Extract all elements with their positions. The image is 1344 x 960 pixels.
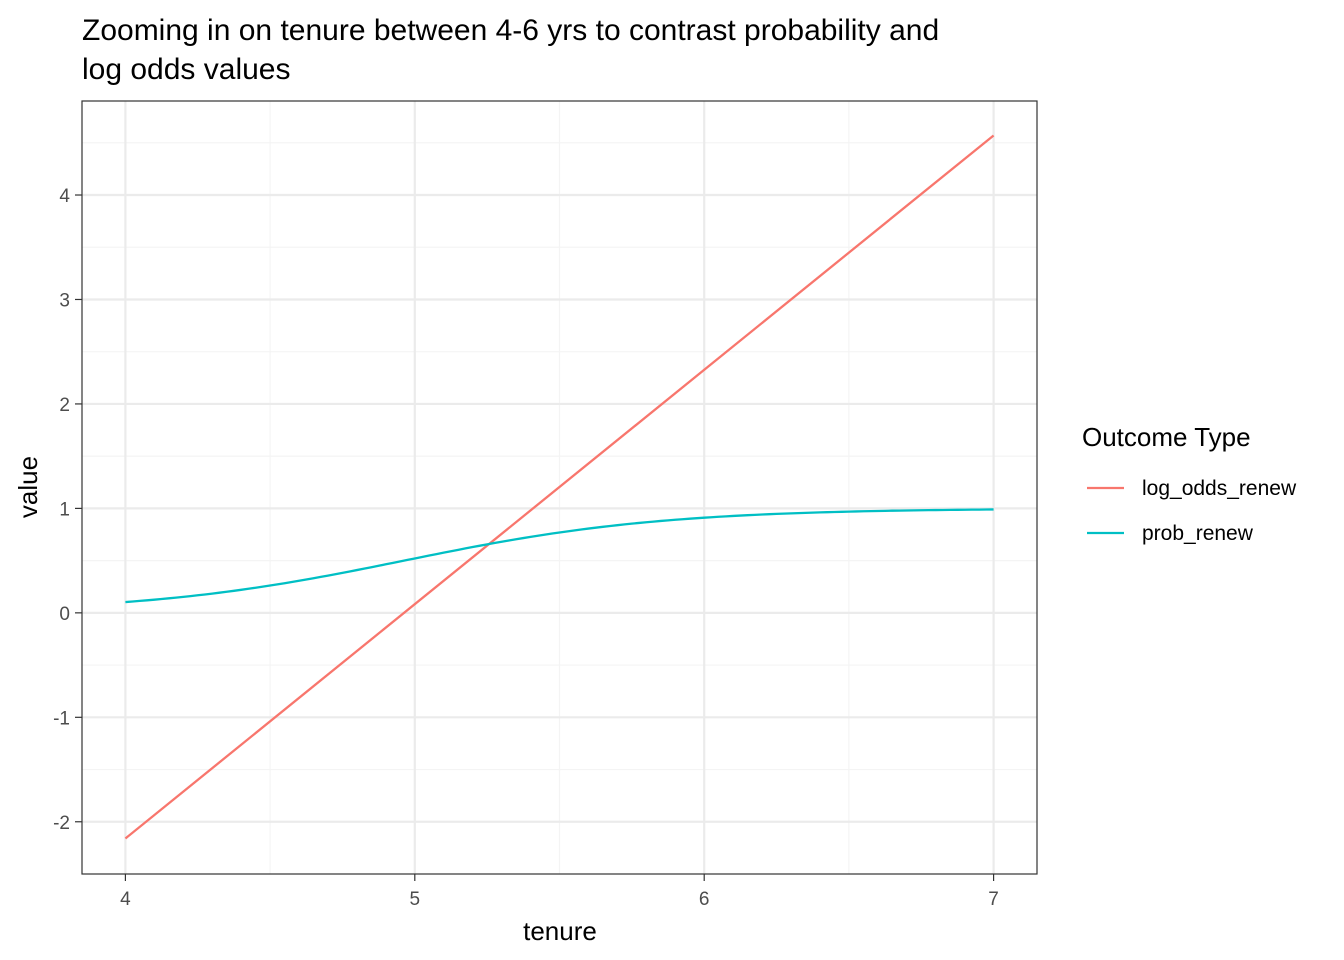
y-tick-label: 2 [59,395,70,416]
series-lines [124,134,995,840]
legend: Outcome Type log_odds_renew prob_renew [1082,422,1297,545]
chart-title-line-1: Zooming in on tenure between 4-6 yrs to … [82,14,939,47]
x-tick-label: 4 [120,889,131,910]
y-tick-label: 1 [59,499,70,520]
legend-item-prob_renew: prob_renew [1087,522,1254,545]
x-tick-label: 5 [410,889,421,910]
axis-ticks: 4 5 6 7 -2 -1 0 1 2 3 4 [53,186,999,910]
chart-title-line-2: log odds values [82,53,290,86]
y-tick-label: 3 [59,290,70,311]
y-tick-label: 4 [59,186,70,207]
y-tick-label: 0 [59,604,70,625]
legend-label-log_odds_renew: log_odds_renew [1142,477,1297,500]
x-tick-label: 6 [699,889,710,910]
series-line-log_odds_renew [124,134,995,840]
legend-title: Outcome Type [1082,422,1251,452]
x-tick-label: 7 [988,889,999,910]
y-axis-title: value [13,456,43,518]
legend-label-prob_renew: prob_renew [1142,522,1254,545]
legend-item-log_odds_renew: log_odds_renew [1087,477,1297,500]
series-line-prob_renew [125,508,994,604]
plot-area: 4 5 6 7 -2 -1 0 1 2 3 4 [53,100,1038,910]
y-tick-label: -1 [53,708,70,729]
legend-items: log_odds_renew prob_renew [1087,477,1297,545]
x-axis-title: tenure [523,916,597,946]
gridlines [82,101,1037,874]
y-tick-label: -2 [53,813,70,834]
panel-border [81,100,1038,875]
